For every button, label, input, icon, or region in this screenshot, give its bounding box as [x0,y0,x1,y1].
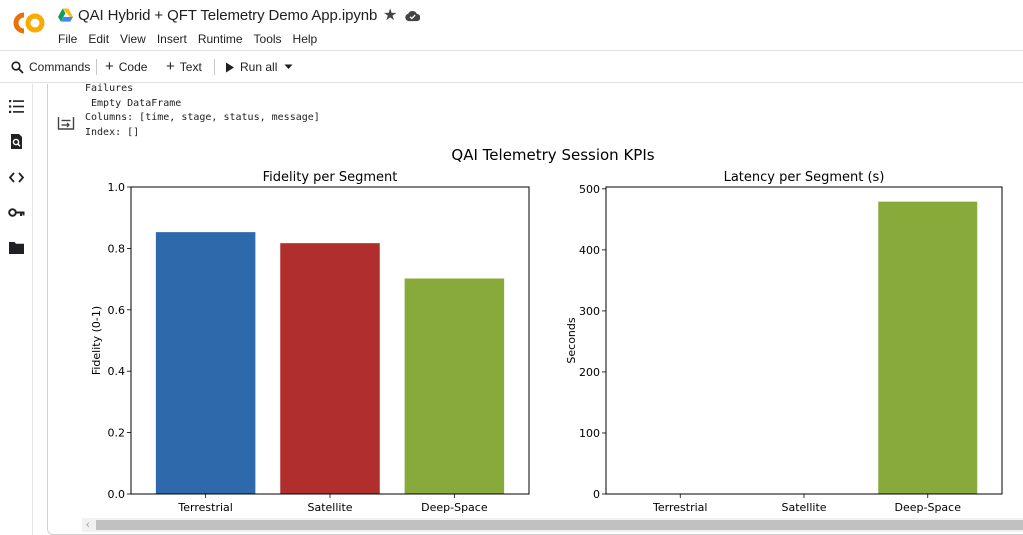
x-tick-label: Satellite [307,501,352,514]
files-folder-icon[interactable] [8,239,25,256]
menu-file[interactable]: File [58,32,78,46]
add-code-button[interactable]: + Code [105,51,147,83]
figure-suptitle: QAI Telemetry Session KPIs [451,146,654,164]
plus-icon: + [105,58,114,75]
output-line: Failures [85,83,134,94]
bar-terrestrial [155,232,256,494]
y-tick-label: 300 [579,305,600,318]
caret-down-icon [284,64,293,69]
notebook-title[interactable]: QAI Hybrid + QFT Telemetry Demo App.ipyn… [78,7,378,24]
output-line: Empty DataFrame [85,97,182,109]
y-tick-label: 500 [579,183,600,196]
x-tick-label: Deep-Space [421,501,488,514]
y-tick-label: 0 [593,488,600,501]
search-icon [11,60,24,74]
y-tick-label: 1.0 [108,181,126,194]
toolbar-divider [96,59,97,75]
bar-deep-space [404,278,505,494]
menu-edit[interactable]: Edit [88,32,110,46]
cell-output-text: Failures Empty DataFrame Columns: [time, … [85,82,320,140]
y-tick-label: 0.8 [108,242,126,255]
run-all-dropdown[interactable] [284,51,293,83]
play-icon [226,62,234,72]
y-axis-label: Fidelity (0-1) [90,306,103,375]
code-label: Code [118,60,148,74]
star-icon[interactable]: ★ [383,7,398,24]
menu-insert[interactable]: Insert [156,32,187,46]
table-of-contents-icon[interactable] [8,98,25,115]
kpi-figure: QAI Telemetry Session KPIs Fidelity per … [90,146,1003,514]
header: QAI Hybrid + QFT Telemetry Demo App.ipyn… [0,0,1023,50]
bar-deep-space [878,201,978,494]
y-tick-label: 200 [579,366,600,379]
output-actions-icon[interactable] [57,115,75,131]
plot-frame [130,186,530,495]
toolbar: Commands + Code + Text Run all [0,50,1023,83]
menu-bar: File Edit View Insert Runtime Tools Help [58,32,328,46]
horizontal-scrollbar[interactable]: ‹ [82,518,1023,532]
menu-tools[interactable]: Tools [253,32,282,46]
y-tick-label: 0.0 [108,488,126,501]
code-snippets-icon[interactable] [8,169,25,186]
x-tick-label: Terrestrial [652,501,707,514]
output-line: Columns: [time, stage, status, message] [85,112,320,123]
menu-help[interactable]: Help [292,32,318,46]
run-all-label: Run all [240,60,278,74]
cloud-saved-icon[interactable] [405,9,420,22]
drive-icon[interactable] [58,8,73,22]
scrollbar-thumb[interactable] [96,520,1023,530]
y-tick-label: 400 [579,244,600,257]
y-tick-label: 0.4 [108,365,126,378]
chart-title: Latency per Segment (s) [724,170,885,185]
text-label: Text [179,60,202,74]
x-tick-label: Deep-Space [895,501,962,514]
y-axis-label: Seconds [565,317,578,363]
plot-frame [605,186,1003,495]
add-text-button[interactable]: + Text [166,51,202,83]
run-all-button[interactable]: Run all [225,51,277,83]
x-tick-label: Terrestrial [177,501,232,514]
menu-view[interactable]: View [120,32,146,46]
colab-logo[interactable] [10,10,46,36]
y-tick-label: 0.6 [108,304,126,317]
plus-icon: + [166,58,175,75]
toolbar-divider [214,59,215,75]
bar-satellite [280,243,380,494]
commands-button[interactable]: Commands [11,51,90,83]
find-replace-icon[interactable] [8,133,25,150]
scroll-left-icon[interactable]: ‹ [86,519,90,531]
output-line: Index: [] [85,126,140,138]
y-tick-label: 100 [579,427,600,440]
commands-label: Commands [29,60,91,74]
secrets-key-icon[interactable] [8,204,25,221]
menu-runtime[interactable]: Runtime [197,32,243,46]
x-tick-label: Satellite [781,501,826,514]
y-tick-label: 0.2 [108,427,126,440]
chart-title: Fidelity per Segment [263,170,398,185]
side-rail [0,84,33,535]
